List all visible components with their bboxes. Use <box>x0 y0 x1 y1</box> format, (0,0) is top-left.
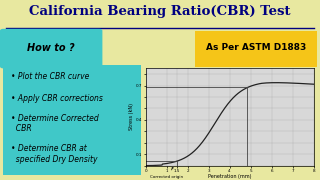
Text: • Plot the CBR curve: • Plot the CBR curve <box>11 72 90 81</box>
FancyBboxPatch shape <box>0 29 102 68</box>
X-axis label: Penetration (mm): Penetration (mm) <box>208 174 251 179</box>
Y-axis label: Stress (kN): Stress (kN) <box>129 103 134 130</box>
Text: How to ?: How to ? <box>27 43 75 53</box>
Bar <box>3 65 141 175</box>
Text: As Per ASTM D1883: As Per ASTM D1883 <box>206 43 306 52</box>
Text: • Determine Corrected
  CBR: • Determine Corrected CBR <box>11 114 99 133</box>
Text: California Bearing Ratio(CBR) Test: California Bearing Ratio(CBR) Test <box>29 5 291 18</box>
Bar <box>195 31 317 67</box>
Text: • Apply CBR corrections: • Apply CBR corrections <box>11 94 103 103</box>
Text: Corrected origin: Corrected origin <box>150 167 183 179</box>
Text: • Determine CBR at
  specified Dry Density: • Determine CBR at specified Dry Density <box>11 144 98 164</box>
